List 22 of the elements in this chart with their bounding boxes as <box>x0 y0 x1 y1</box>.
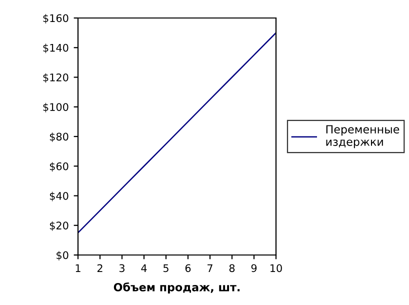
y-tick-label: $80 <box>50 132 68 142</box>
y-tick-label: $100 <box>43 102 68 112</box>
x-tick-label: 4 <box>141 264 147 272</box>
x-tick-label: 7 <box>208 264 212 272</box>
y-tick-label: $60 <box>50 162 68 172</box>
y-tick-label: $40 <box>50 192 68 202</box>
y-tick-label: $160 <box>43 14 68 24</box>
y-tick-label: $120 <box>43 73 68 83</box>
y-tick-label: $20 <box>50 221 68 231</box>
x-tick-label: 10 <box>270 264 282 272</box>
y-tick-label: $0 <box>56 251 68 260</box>
x-tick-label: 8 <box>229 264 235 272</box>
x-tick-label: 5 <box>163 264 168 272</box>
x-tick-label: 2 <box>97 264 102 272</box>
x-tick-label: 9 <box>251 264 257 272</box>
y-tick-label: $140 <box>43 44 68 54</box>
x-tick-label: 6 <box>185 264 191 272</box>
legend-label: Переменные издержки <box>326 125 400 148</box>
x-tick-label: 1 <box>76 264 80 272</box>
line-series <box>78 32 276 234</box>
x-axis-title: Объем продаж, шт. <box>114 282 240 294</box>
x-tick-label: 3 <box>119 264 124 272</box>
